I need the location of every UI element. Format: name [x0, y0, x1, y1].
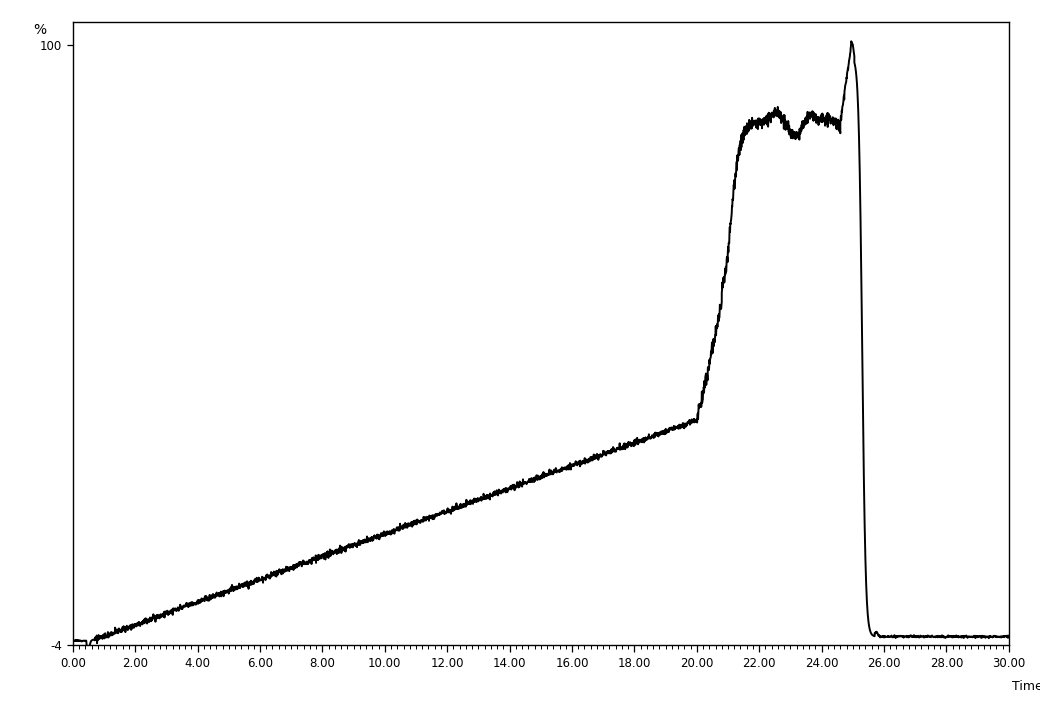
- Y-axis label: %: %: [33, 23, 47, 37]
- X-axis label: Time: Time: [1012, 680, 1040, 693]
